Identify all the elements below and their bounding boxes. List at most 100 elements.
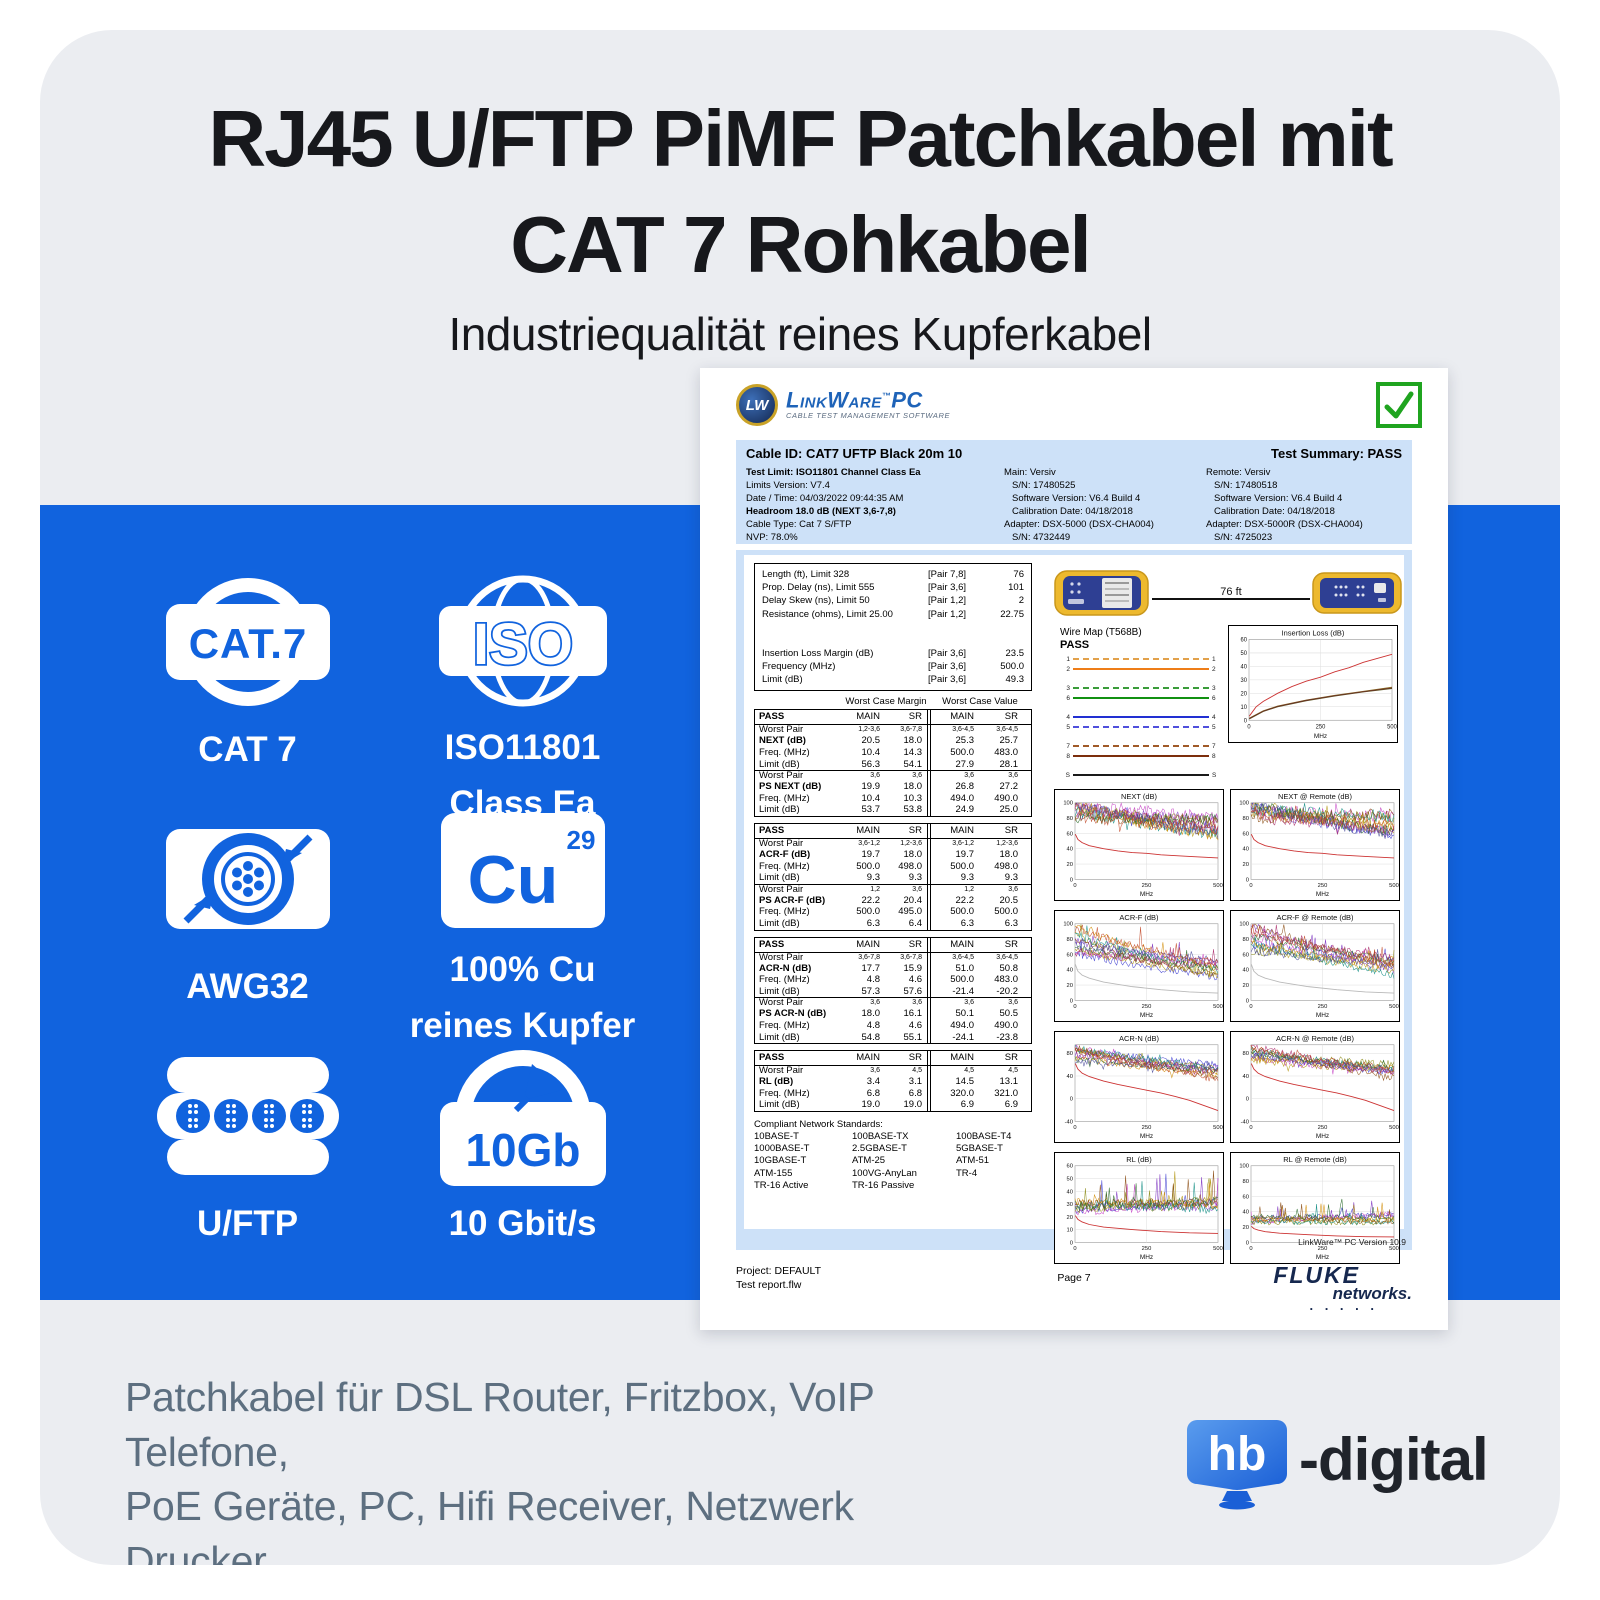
main-tester-icon [1054, 570, 1149, 616]
svg-text:ACR-F @ Remote (dB): ACR-F @ Remote (dB) [1276, 913, 1354, 922]
svg-text:30: 30 [1067, 1202, 1073, 1208]
link-length: 76 ft [1152, 586, 1310, 600]
svg-text:ACR-N (dB): ACR-N (dB) [1119, 1034, 1159, 1043]
chart-acr-n-remote-db: -40 0 40 80 0 250 500 MHz ACR-N @ Remote (dB) [1230, 1031, 1400, 1143]
svg-text:20: 20 [1067, 983, 1073, 989]
svg-text:0: 0 [1073, 883, 1076, 889]
wire-gap [1060, 703, 1222, 712]
brand-name: LinkWare [786, 387, 882, 413]
svg-text:0: 0 [1247, 724, 1251, 730]
feature-copper: Cu 29 100% Cu reines Kupfer [385, 803, 660, 1045]
svg-text:250: 250 [1316, 724, 1326, 730]
wire-line [1073, 745, 1209, 747]
charts-grid: 0 20 40 60 80 100 0 250 500 MHz NEXT (dB) 0 20 40 60 80… [1054, 789, 1402, 1264]
svg-text:29: 29 [566, 825, 595, 855]
header-line: Software Version: V6.4 Build 4 [1214, 493, 1343, 504]
link-line [1152, 598, 1310, 600]
svg-text:MHz: MHz [1140, 1254, 1153, 1261]
lw-badge-icon: LW [736, 384, 778, 426]
result-section: Worst Pair 1,2-3,6 3,6-7,8 3,6-4,5 3,6-4,5 NE… [759, 724, 1018, 771]
chart-next-remote-db: 0 20 40 60 80 100 0 250 500 MHz NEXT @ Remote (dB) [1230, 789, 1400, 901]
copper-element-icon: Cu 29 [433, 803, 613, 938]
feature-label-2: reines Kupfer [409, 1006, 636, 1046]
feature-cat7: CAT.7 CAT 7 [110, 566, 385, 803]
software-version: LinkWare™ PC Version 10.9 [1298, 1237, 1406, 1247]
result-block: PASS MAIN SR MAIN SR Worst Pair 3,6 4,5 4,5 4,5 RL… [754, 1050, 1032, 1112]
svg-text:0: 0 [1246, 998, 1249, 1004]
result-blocks: PASS MAIN SR MAIN SR Worst Pair 1,2-3,6 3,6-7,8… [754, 709, 1042, 1112]
svg-text:60: 60 [1243, 831, 1249, 837]
svg-text:500: 500 [1389, 1125, 1399, 1131]
networks-wordmark: networks. [1332, 1284, 1412, 1303]
svg-text:80: 80 [1243, 816, 1249, 822]
svg-text:hb: hb [1208, 1428, 1267, 1481]
standard-item: 2.5GBASE-T [852, 1143, 907, 1155]
worst-case-headers: Worst Case Margin Worst Case Value [754, 696, 1042, 707]
standard-item: 100VG-AnyLan [852, 1167, 917, 1179]
brand-word: -digital [1299, 1425, 1489, 1493]
standard-item: 10GBASE-T [754, 1155, 807, 1167]
svg-text:MHz: MHz [1316, 1254, 1329, 1261]
svg-text:80: 80 [1067, 1051, 1073, 1057]
content-card: RJ45 U/FTP PiMF Patchkabel mit CAT 7 Roh… [40, 30, 1560, 1565]
test-summary: Test Summary: PASS [1270, 446, 1402, 461]
standard-item: ATM-51 [956, 1155, 990, 1167]
standard-item: TR-4 [956, 1167, 978, 1179]
svg-text:500: 500 [1213, 883, 1223, 889]
svg-text:MHz: MHz [1316, 1012, 1329, 1019]
svg-text:40: 40 [1067, 847, 1073, 853]
page-title-line1: RJ45 U/FTP PiMF Patchkabel mit [208, 94, 1393, 183]
feature-label: U/FTP [196, 1204, 299, 1243]
fluke-dots: . . . . . [1309, 1298, 1378, 1313]
svg-text:250: 250 [1318, 1004, 1328, 1010]
svg-text:MHz: MHz [1314, 733, 1327, 740]
svg-text:500: 500 [1213, 1246, 1223, 1252]
description-line: PoE Geräte, PC, Hifi Receiver, Netzwerk … [125, 1483, 854, 1565]
results-column: Length (ft), Limit 328 [Pair 7,8] 76 Prop. … [754, 563, 1042, 1229]
svg-text:10: 10 [1067, 1228, 1073, 1234]
svg-text:ACR-F (dB): ACR-F (dB) [1119, 913, 1159, 922]
svg-text:500: 500 [1389, 1246, 1399, 1252]
result-section: Worst Pair 3,6 3,6 3,6 3,6 PS NEXT (dB) 19.9 18… [755, 770, 1031, 816]
feature-awg32: AWG32 [110, 803, 385, 1040]
svg-text:60: 60 [1067, 952, 1073, 958]
svg-text:20: 20 [1243, 862, 1249, 868]
feature-uftp: U/FTP [110, 1040, 385, 1277]
svg-text:0: 0 [1244, 718, 1248, 724]
header-line: Main: Versiv [1004, 467, 1056, 478]
svg-text:80: 80 [1243, 1051, 1249, 1057]
standards-title: Compliant Network Standards: [754, 1118, 883, 1130]
header-line: S/N: 4732449 [1012, 532, 1071, 543]
standard-item: 5GBASE-T [956, 1143, 1003, 1155]
iso-globe-icon: ISO [433, 566, 613, 716]
tester-link-diagram: 76 ft [1054, 565, 1402, 621]
svg-text:250: 250 [1318, 883, 1328, 889]
table-row: Frequency (MHz) [Pair 3,6] 500.0 [762, 661, 1024, 673]
svg-text:500: 500 [1387, 724, 1397, 730]
svg-text:60: 60 [1241, 637, 1248, 643]
svg-text:100: 100 [1063, 801, 1073, 807]
svg-text:50: 50 [1241, 651, 1248, 657]
wire-line [1073, 697, 1209, 699]
svg-text:250: 250 [1318, 1125, 1328, 1131]
svg-text:Insertion Loss (dB): Insertion Loss (dB) [1282, 628, 1345, 637]
project-name: Project: DEFAULT [736, 1265, 821, 1277]
table-row: Delay Skew (ns), Limit 50 [Pair 1,2] 2 [762, 595, 1024, 607]
svg-text:100: 100 [1239, 1164, 1249, 1170]
svg-text:60: 60 [1067, 1164, 1073, 1170]
svg-text:60: 60 [1067, 831, 1073, 837]
brand-pc: PC [891, 387, 923, 413]
svg-text:500: 500 [1213, 1125, 1223, 1131]
hb-tv-icon: hb [1187, 1420, 1287, 1510]
svg-text:500: 500 [1389, 1004, 1399, 1010]
feature-label: 10 Gbit/s [448, 1204, 597, 1243]
remote-tester-icon [1312, 572, 1402, 614]
trademark: ™ [881, 391, 892, 401]
svg-text:250: 250 [1142, 883, 1152, 889]
chart-next-db: 0 20 40 60 80 100 0 250 500 MHz NEXT (dB) [1054, 789, 1224, 901]
svg-text:80: 80 [1067, 816, 1073, 822]
svg-text:20: 20 [1241, 691, 1248, 697]
hb-digital-logo: hb -digital [1185, 1418, 1489, 1514]
linkware-logo: LW LinkWare™PC CABLE TEST MANAGEMENT SOF… [736, 384, 950, 426]
